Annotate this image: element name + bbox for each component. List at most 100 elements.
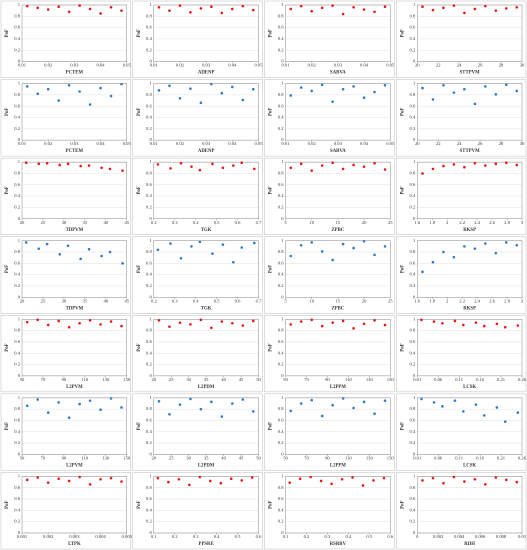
point [67,325,71,329]
point [198,168,202,172]
point [289,409,293,413]
y-tick-label: 0.8 [278,171,284,176]
y-axis-label: PoF [5,186,10,194]
point [25,85,29,88]
y-tick-label: 0.6 [410,260,416,265]
x-tick-label: 50 [256,455,261,460]
x-tick-label: 0.02 [176,141,185,146]
x-tick-label: 0.006 [475,534,486,539]
y-tick-label: 0 [281,59,284,64]
point [495,322,499,326]
x-tick-label: 0.03 [202,63,211,68]
y-tick-label: 0.4 [410,272,416,277]
y-tick-label: 0.6 [14,339,20,344]
x-tick-label: 30 [186,455,191,460]
point [463,480,466,483]
point [289,166,293,170]
y-tick-label: 0.2 [410,440,416,445]
x-tick-label: 22 [436,141,441,146]
point [36,6,40,10]
point [198,240,202,244]
y-tick-label: 0.4 [410,36,416,41]
x-tick-label: 0.6 [256,534,262,539]
point [432,401,436,404]
point [219,481,223,485]
point [352,163,355,167]
panel-frame [264,0,395,78]
y-tick-label: 0.6 [278,496,284,501]
point [241,324,245,327]
point [383,399,387,402]
panel-frame [132,0,263,78]
y-tick-label: 0.4 [14,350,20,355]
point [57,319,60,323]
point [25,4,29,8]
y-tick-label: 0 [281,530,284,535]
y-axis-label: PoF [400,501,405,509]
x-tick-label: 35 [83,298,88,303]
point [441,405,444,408]
point [442,164,445,168]
point [109,5,113,9]
panel: 0 0.2 0.4 0.6 0.8 1 0.01 0.06 0.11 0.16 0.21 0.26 LC… [396,393,527,471]
point [310,89,313,93]
point [362,400,366,404]
point [241,398,245,401]
point [99,12,102,15]
plot-area [417,319,523,377]
x-tick-label: 150 [387,377,395,382]
x-tick-label: 40 [221,455,226,460]
point [120,324,123,328]
point [288,481,291,484]
x-tick-label: 50 [283,377,288,382]
x-tick-label: 110 [345,455,352,460]
point [473,7,477,11]
y-tick-label: 0.4 [14,36,20,41]
point [310,318,313,322]
y-tick-label: 1 [413,2,416,7]
y-tick-label: 0.8 [14,13,20,18]
point [178,403,182,406]
y-tick-label: 0.8 [14,92,20,97]
x-tick-label: 35 [83,220,88,225]
y-tick-label: 1 [18,395,21,400]
plot-area [417,476,523,534]
y-tick-label: 1 [18,316,21,321]
point [474,321,478,324]
x-axis-label: TGK [201,228,212,233]
point [167,480,170,484]
y-tick-label: 0.4 [410,115,416,120]
point [108,250,112,254]
panel: 0 0.2 0.4 0.6 0.8 1 20 22 24 26 28 30 STTPVM PoF [396,79,527,157]
point [46,411,50,414]
x-tick-label: 50 [20,455,25,460]
point [46,481,50,484]
x-axis-label: STTPVM [460,71,480,76]
point [494,476,498,479]
x-axis-label: LTPK [68,542,81,547]
y-tick-label: 0.8 [410,13,416,18]
point [210,5,213,8]
point [453,319,457,323]
point [232,260,235,264]
point [299,4,303,8]
point [452,91,456,94]
panel: 0 0.2 0.4 0.6 0.8 1 0.01 0.02 0.03 0.04 0.05 PCTEM P… [0,79,131,157]
y-axis-label: PoF [400,422,405,430]
point [373,412,376,415]
panel: 0 0.2 0.4 0.6 0.8 1 0.1 0.2 0.3 0.4 0.5 0.6 PPSRE PoF [132,472,263,550]
y-tick-label: 0.8 [146,13,152,18]
x-tick-label: 0.02 [44,63,53,68]
point [331,258,334,262]
y-axis-label: PoF [137,186,142,194]
x-tick-label: 2.6 [489,220,495,225]
plot-area [21,476,127,534]
point [121,169,124,172]
x-tick-label: 90 [62,377,67,382]
x-tick-label: 30 [62,298,67,303]
x-tick-label: 0.03 [70,63,79,68]
x-tick-label: 0.21 [497,377,506,382]
point [210,82,213,86]
x-tick-label: 0.002 [433,534,444,539]
